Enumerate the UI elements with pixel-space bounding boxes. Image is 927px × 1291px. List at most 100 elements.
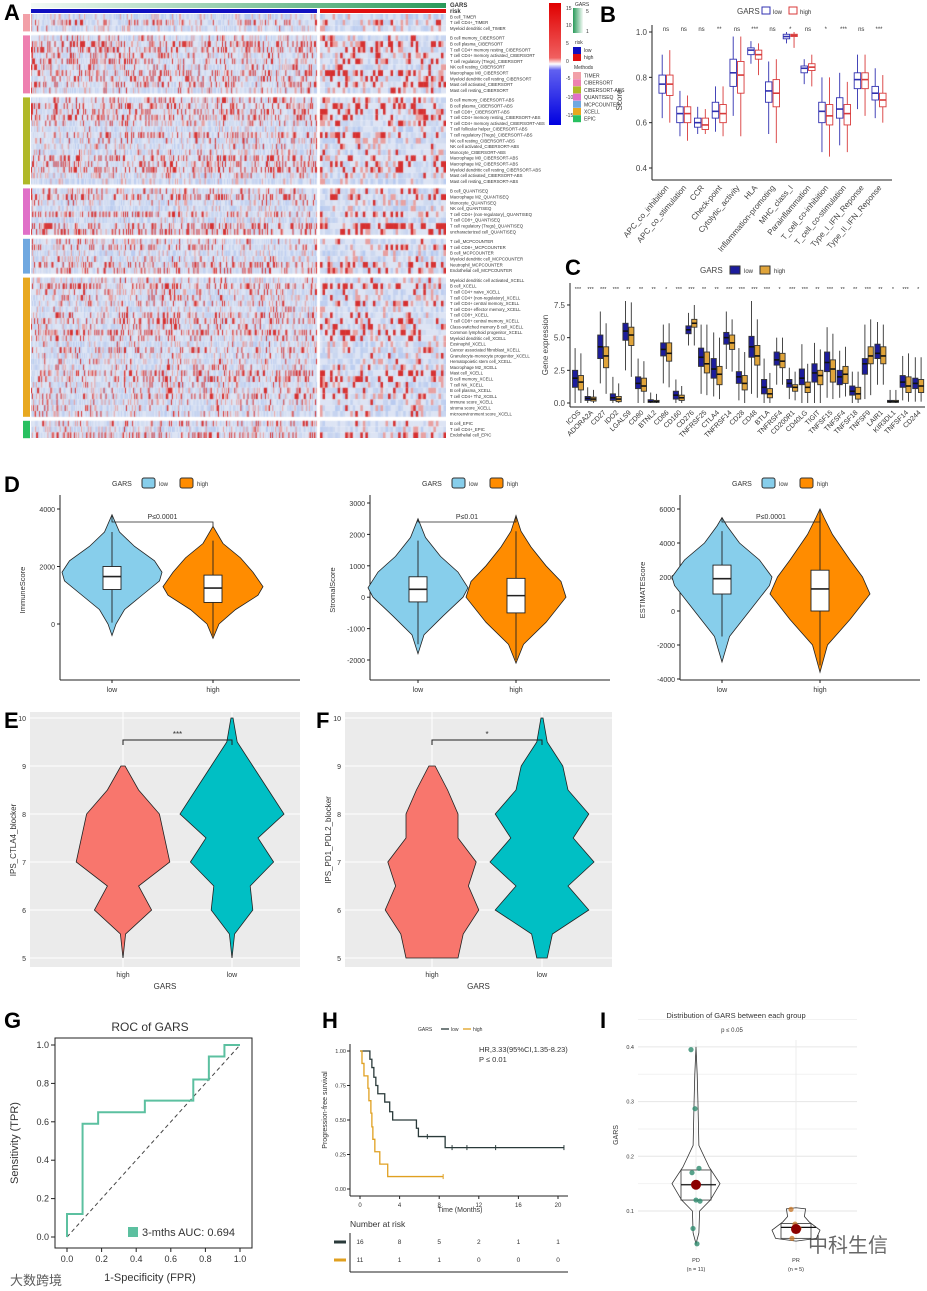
plot-frame xyxy=(54,1037,253,1249)
significance-label: *** xyxy=(575,287,582,293)
significance-label: ** xyxy=(717,27,722,33)
legend-label: CIBERSORT-ABS xyxy=(584,88,625,94)
y-axis-label: StromalScore xyxy=(328,567,337,612)
box-body xyxy=(666,342,673,362)
box-high xyxy=(843,81,851,153)
significance-label: ** xyxy=(815,287,820,293)
box-low xyxy=(660,324,667,384)
box-high xyxy=(790,32,798,48)
box-high xyxy=(719,86,727,137)
heatmap-row-label: NK cell_QUANTISEQ xyxy=(450,206,492,211)
y-axis-label: ImmuneScore xyxy=(18,567,27,614)
x-tick-count: (n = 5) xyxy=(788,1267,804,1273)
box-high xyxy=(703,324,710,396)
box-low xyxy=(102,532,122,623)
y-tick-label: 2000 xyxy=(659,575,675,582)
significance-label: ns xyxy=(663,27,669,33)
y-tick-label: 0.6 xyxy=(36,1117,49,1127)
significance-label: * xyxy=(779,287,782,293)
y-tick-label: 7 xyxy=(22,860,26,867)
legend-label: TIMER xyxy=(584,74,600,80)
box-low xyxy=(584,387,591,403)
box-low xyxy=(658,54,666,119)
y-tick-label: 4000 xyxy=(39,507,55,514)
x-tick-label: 4 xyxy=(398,1203,402,1209)
heatmap-row-label: T cell CD4+ central memory_XCELL xyxy=(450,301,520,306)
heatmap-row-label: T cell CD4+ (non-regulatory)_QUANTISEQ xyxy=(450,212,533,217)
box-body xyxy=(800,65,808,74)
y-tick-label: 1.0 xyxy=(636,28,648,37)
y-tick-label: 2.5 xyxy=(554,366,566,375)
panel-letter: D xyxy=(4,472,20,497)
legend-label: high xyxy=(817,482,828,488)
method-swatch xyxy=(573,115,581,123)
risk-count: 11 xyxy=(357,1257,364,1264)
y-tick-label: 0.1 xyxy=(626,1209,634,1215)
legend-label: CIBERSORT xyxy=(584,81,613,87)
box-high xyxy=(683,95,692,141)
method-swatch xyxy=(573,86,581,94)
box-body xyxy=(829,359,836,383)
heatmap-row-label: T cell CD4+ (non-regulatory)_XCELL xyxy=(450,295,521,300)
box-low xyxy=(572,348,579,403)
heatmap-row-label: B cell plasma_CIBERSORT-ABS xyxy=(450,104,513,109)
risk-count: 1 xyxy=(398,1257,402,1264)
heatmap-row-label: immune score_XCELL xyxy=(450,400,494,405)
risk-table-title: Number at risk xyxy=(350,1219,406,1229)
data-point xyxy=(694,1241,700,1247)
heatmap-row-label: NK cell resting_CIBERSORT xyxy=(450,65,505,70)
risk-count: 1 xyxy=(556,1239,560,1246)
box-low xyxy=(786,367,793,400)
legend-title: GARS xyxy=(737,7,760,16)
x-tick-count: (n = 11) xyxy=(687,1267,706,1273)
method-swatch xyxy=(573,108,581,115)
box-low xyxy=(597,311,604,384)
x-tick-label: high xyxy=(813,687,826,694)
y-tick-label: 7.5 xyxy=(554,301,566,310)
x-axis-label: GARS xyxy=(467,982,490,991)
legend-swatch xyxy=(179,477,194,489)
heatmap-row-label: T cell follicular helper_CIBERSORT-ABS xyxy=(450,127,528,132)
y-tick-label: 0.0 xyxy=(554,399,566,408)
legend-label: low xyxy=(159,482,169,488)
x-tick-label: 0.2 xyxy=(95,1254,108,1264)
box-low xyxy=(824,327,831,398)
legend-label: XCELL xyxy=(584,110,600,116)
heatmap-row-label: T cell CD4+ Th2_XCELL xyxy=(450,394,498,399)
significance-label: ns xyxy=(734,27,740,33)
box-high xyxy=(804,363,811,403)
significance-label: ns xyxy=(769,27,775,33)
box-high xyxy=(772,59,780,144)
box-low xyxy=(782,32,791,44)
y-tick-label: 5 xyxy=(337,956,341,963)
y-tick-label: 9 xyxy=(22,764,26,771)
heatmap-row-label: T cell CD4+ memory activated_CIBERSORT-A… xyxy=(450,121,545,126)
box-body xyxy=(810,569,830,612)
chart-title: ROC of GARS xyxy=(111,1020,188,1034)
risk-count: 0 xyxy=(477,1257,481,1264)
heatmap-row-label: Macrophage M2_CIBERSORT-ABS xyxy=(450,162,518,167)
box-high xyxy=(666,323,673,388)
data-point xyxy=(690,1225,696,1232)
y-axis-label: IPS_CTLA4_blocker xyxy=(9,803,18,876)
box-high xyxy=(918,357,925,402)
heatmap-row-label: T cell_MCPCOUNTER xyxy=(450,239,493,244)
violin-low xyxy=(179,717,285,959)
comparison-bracket xyxy=(417,515,517,523)
box-high xyxy=(810,517,830,666)
y-tick-label: 6000 xyxy=(659,507,675,514)
y-axis-label: Score xyxy=(615,89,624,110)
box-high xyxy=(628,302,635,377)
colorbar-tick: 0 xyxy=(566,59,569,65)
heatmap-row-label: Monocyte_CIBERSORT-ABS xyxy=(450,150,506,155)
heatmap-row-label: T cell CD4+ memory resting_CIBERSORT xyxy=(450,47,531,52)
legend-title: risk xyxy=(575,40,583,46)
box-body xyxy=(798,368,805,386)
box-body xyxy=(843,104,851,126)
significance-label: ns xyxy=(681,27,687,33)
box-low xyxy=(912,357,919,402)
heatmap-row-label: Myeloid dendritic cell_TIMER xyxy=(450,26,506,31)
significance-label: ** xyxy=(840,287,845,293)
significance-label: *** xyxy=(739,287,746,293)
